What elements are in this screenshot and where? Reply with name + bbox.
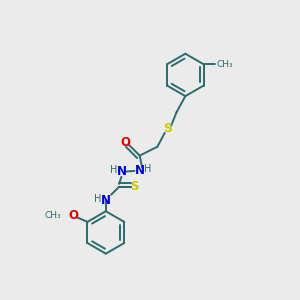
Text: CH₃: CH₃ bbox=[217, 60, 234, 69]
Text: H: H bbox=[144, 164, 152, 174]
Text: O: O bbox=[69, 209, 79, 222]
Text: CH₃: CH₃ bbox=[44, 211, 61, 220]
Text: S: S bbox=[130, 180, 139, 193]
Text: N: N bbox=[101, 194, 111, 207]
Text: N: N bbox=[135, 164, 145, 177]
Text: H: H bbox=[110, 165, 117, 175]
Text: H: H bbox=[94, 194, 101, 204]
Text: N: N bbox=[116, 165, 126, 178]
Text: O: O bbox=[120, 136, 130, 149]
Text: S: S bbox=[163, 122, 172, 135]
